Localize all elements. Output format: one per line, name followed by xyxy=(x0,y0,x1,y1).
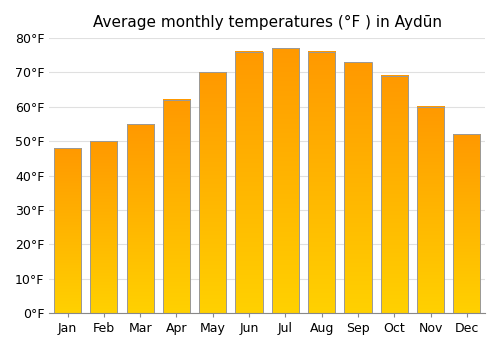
Bar xyxy=(380,76,408,313)
Bar xyxy=(344,62,372,313)
Title: Average monthly temperatures (°F ) in Aydūn: Average monthly temperatures (°F ) in Ay… xyxy=(92,15,442,30)
Bar xyxy=(272,48,299,313)
Bar xyxy=(236,52,262,313)
Bar xyxy=(417,107,444,313)
Bar xyxy=(54,148,81,313)
Bar xyxy=(126,124,154,313)
Bar xyxy=(453,134,480,313)
Bar xyxy=(163,100,190,313)
Bar xyxy=(90,141,118,313)
Bar xyxy=(308,52,335,313)
Bar xyxy=(199,72,226,313)
